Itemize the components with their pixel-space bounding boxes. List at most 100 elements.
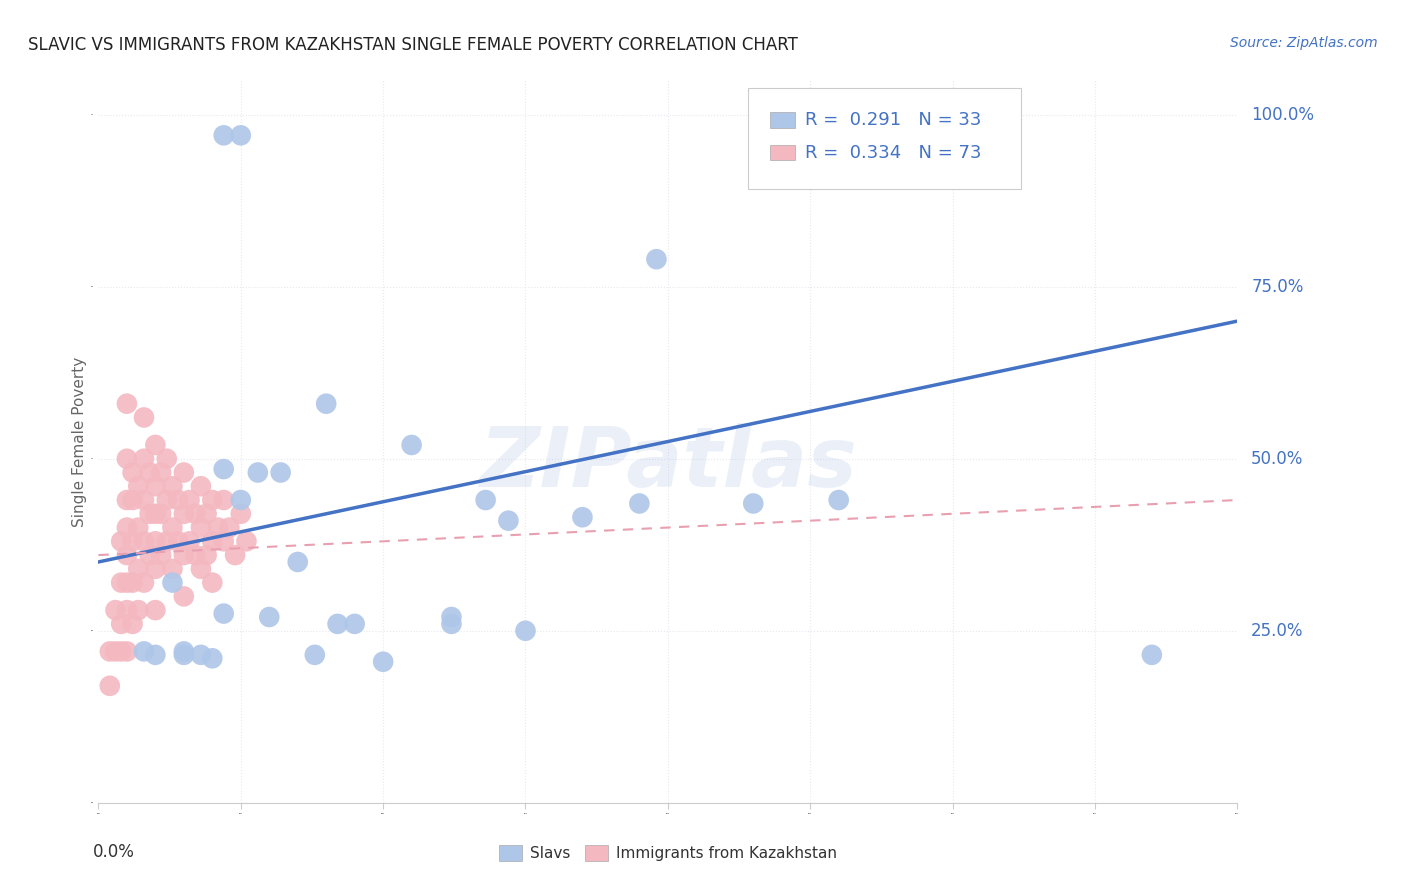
- Point: [229, 507, 252, 521]
- Point: [184, 507, 207, 521]
- Point: [132, 644, 155, 658]
- Point: [138, 507, 160, 521]
- Point: [212, 493, 235, 508]
- Point: [440, 610, 463, 624]
- Point: [195, 548, 218, 562]
- Point: [110, 616, 132, 631]
- Point: [145, 562, 167, 576]
- Point: [98, 644, 121, 658]
- Point: [115, 520, 138, 534]
- Point: [104, 644, 127, 658]
- Point: [304, 648, 326, 662]
- Point: [571, 510, 593, 524]
- Point: [212, 128, 235, 143]
- FancyBboxPatch shape: [770, 112, 796, 128]
- Point: [167, 534, 190, 549]
- Point: [127, 520, 149, 534]
- Point: [173, 590, 195, 604]
- Point: [173, 466, 195, 480]
- Point: [179, 534, 201, 549]
- Point: [173, 548, 195, 562]
- Point: [179, 493, 201, 508]
- Point: [259, 610, 281, 624]
- Point: [195, 507, 218, 521]
- Point: [132, 451, 155, 466]
- Point: [110, 534, 132, 549]
- Point: [207, 520, 229, 534]
- Point: [156, 451, 179, 466]
- Point: [150, 548, 173, 562]
- Text: R =  0.291   N = 33: R = 0.291 N = 33: [804, 111, 981, 129]
- Point: [162, 575, 184, 590]
- Point: [173, 507, 195, 521]
- Text: Source: ZipAtlas.com: Source: ZipAtlas.com: [1230, 36, 1378, 50]
- Point: [190, 479, 212, 493]
- Point: [145, 534, 167, 549]
- Point: [235, 534, 257, 549]
- Point: [162, 479, 184, 493]
- Point: [145, 603, 167, 617]
- Point: [190, 648, 212, 662]
- Point: [150, 466, 173, 480]
- Point: [115, 397, 138, 411]
- Point: [201, 651, 224, 665]
- Point: [162, 520, 184, 534]
- Point: [121, 575, 143, 590]
- Point: [145, 507, 167, 521]
- Point: [115, 451, 138, 466]
- Point: [162, 562, 184, 576]
- Point: [474, 493, 496, 508]
- Point: [401, 438, 423, 452]
- Point: [229, 493, 252, 508]
- Text: 0.0%: 0.0%: [93, 843, 135, 861]
- Point: [127, 562, 149, 576]
- Point: [440, 616, 463, 631]
- FancyBboxPatch shape: [748, 87, 1021, 189]
- Point: [145, 648, 167, 662]
- Point: [121, 616, 143, 631]
- Point: [343, 616, 366, 631]
- Point: [190, 520, 212, 534]
- Point: [498, 514, 520, 528]
- Point: [326, 616, 349, 631]
- Point: [218, 520, 240, 534]
- Point: [173, 648, 195, 662]
- Point: [132, 534, 155, 549]
- Point: [373, 655, 395, 669]
- Point: [138, 466, 160, 480]
- Point: [628, 496, 651, 510]
- Point: [201, 534, 224, 549]
- Point: [742, 496, 765, 510]
- Point: [110, 575, 132, 590]
- Text: 50.0%: 50.0%: [1251, 450, 1303, 467]
- Point: [190, 562, 212, 576]
- Text: 25.0%: 25.0%: [1251, 622, 1303, 640]
- Text: SLAVIC VS IMMIGRANTS FROM KAZAKHSTAN SINGLE FEMALE POVERTY CORRELATION CHART: SLAVIC VS IMMIGRANTS FROM KAZAKHSTAN SIN…: [28, 36, 799, 54]
- Point: [246, 466, 269, 480]
- Point: [287, 555, 309, 569]
- Point: [515, 624, 537, 638]
- Point: [229, 128, 252, 143]
- Point: [115, 575, 138, 590]
- Point: [201, 575, 224, 590]
- Point: [212, 534, 235, 549]
- Point: [132, 575, 155, 590]
- Point: [115, 603, 138, 617]
- Point: [156, 493, 179, 508]
- Point: [145, 479, 167, 493]
- Y-axis label: Single Female Poverty: Single Female Poverty: [72, 357, 87, 526]
- Point: [212, 607, 235, 621]
- Text: ZIPatlas: ZIPatlas: [479, 423, 856, 504]
- Point: [138, 548, 160, 562]
- Point: [156, 534, 179, 549]
- Point: [184, 548, 207, 562]
- Point: [121, 466, 143, 480]
- Point: [127, 479, 149, 493]
- Point: [121, 493, 143, 508]
- Point: [98, 679, 121, 693]
- Legend: Slavs, Immigrants from Kazakhstan: Slavs, Immigrants from Kazakhstan: [494, 839, 842, 867]
- Point: [201, 493, 224, 508]
- Text: 75.0%: 75.0%: [1251, 277, 1303, 296]
- Point: [132, 410, 155, 425]
- Point: [150, 507, 173, 521]
